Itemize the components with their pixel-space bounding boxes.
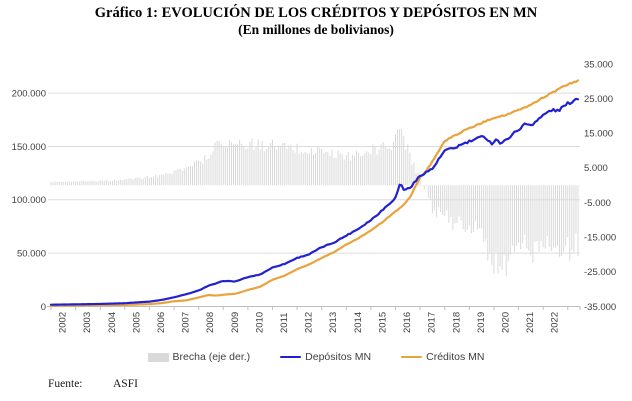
chart-title: Gráfico 1: EVOLUCIÓN DE LOS CRÉDITOS Y D… <box>94 5 538 21</box>
svg-text:2016: 2016 <box>402 312 413 333</box>
source-note: Fuente: ASFI <box>0 376 632 396</box>
svg-text:5.000: 5.000 <box>584 163 608 174</box>
svg-text:25.000: 25.000 <box>584 94 613 105</box>
svg-text:15.000: 15.000 <box>584 129 613 140</box>
legend-item-creditos: Créditos MN <box>401 351 484 363</box>
svg-text:-15.000: -15.000 <box>584 233 616 244</box>
svg-text:2014: 2014 <box>353 312 364 333</box>
chart-title-block: Gráfico 1: EVOLUCIÓN DE LOS CRÉDITOS Y D… <box>0 5 632 38</box>
svg-text:2015: 2015 <box>378 312 389 333</box>
svg-text:2007: 2007 <box>181 312 192 333</box>
svg-text:2002: 2002 <box>58 312 69 333</box>
legend: Brecha (eje der.) Depósitos MN Créditos … <box>0 351 632 363</box>
svg-text:2022: 2022 <box>550 312 561 333</box>
svg-text:2018: 2018 <box>451 312 462 333</box>
svg-text:150.000: 150.000 <box>12 142 46 153</box>
x-axis <box>47 306 581 310</box>
svg-text:-35.000: -35.000 <box>584 302 616 313</box>
brecha-swatch-icon <box>147 352 169 362</box>
legend-label-brecha: Brecha (eje der.) <box>172 351 251 363</box>
legend-item-brecha: Brecha (eje der.) <box>147 351 251 363</box>
svg-text:2010: 2010 <box>254 312 265 333</box>
svg-text:2004: 2004 <box>107 312 118 333</box>
svg-text:2006: 2006 <box>156 312 167 333</box>
svg-text:2019: 2019 <box>476 312 487 333</box>
svg-text:100.000: 100.000 <box>12 195 46 206</box>
source-value: ASFI <box>113 378 138 390</box>
svg-text:2012: 2012 <box>304 312 315 333</box>
legend-item-depositos: Depósitos MN <box>280 351 371 363</box>
creditos-line-swatch-icon <box>401 355 423 359</box>
combo-chart: 0 50.000 100.000 150.000 200.000 -35.000 -25.0… <box>12 59 617 333</box>
chart-canvas: 0 50.000 100.000 150.000 200.000 -35.000 -25.0… <box>12 59 617 333</box>
svg-text:0: 0 <box>41 302 46 313</box>
source-label: Fuente: <box>48 378 83 390</box>
svg-text:2011: 2011 <box>279 313 290 333</box>
chart-subtitle: (En millones de bolivianos) <box>238 22 394 37</box>
svg-text:200.000: 200.000 <box>12 88 46 99</box>
svg-text:2017: 2017 <box>427 312 438 333</box>
svg-text:-25.000: -25.000 <box>584 267 616 278</box>
brecha-bars <box>50 129 579 277</box>
svg-text:35.000: 35.000 <box>584 59 613 70</box>
depositos-line <box>49 97 580 306</box>
right-axis-labels: -35.000 -25.000 -15.000 -5.000 5.000 15.000 25… <box>584 59 616 312</box>
x-axis-labels: 2002 2003 2004 2005 2006 2007 2008 2009 2010 2011… <box>58 312 561 333</box>
legend-label-depositos: Depósitos MN <box>305 351 372 363</box>
gridlines <box>48 92 580 254</box>
depositos-line-swatch-icon <box>280 355 302 359</box>
svg-text:2003: 2003 <box>82 312 93 333</box>
svg-text:2020: 2020 <box>501 312 512 333</box>
svg-text:2005: 2005 <box>131 312 142 333</box>
svg-text:2013: 2013 <box>328 312 339 333</box>
svg-text:-5.000: -5.000 <box>584 198 611 209</box>
legend-label-creditos: Créditos MN <box>426 351 485 363</box>
svg-text:2008: 2008 <box>205 312 216 333</box>
svg-text:2021: 2021 <box>525 312 536 333</box>
left-axis-labels: 0 50.000 100.000 150.000 200.000 <box>12 88 46 312</box>
creditos-line <box>49 79 580 307</box>
svg-text:2009: 2009 <box>230 312 241 333</box>
svg-text:50.000: 50.000 <box>17 248 46 259</box>
